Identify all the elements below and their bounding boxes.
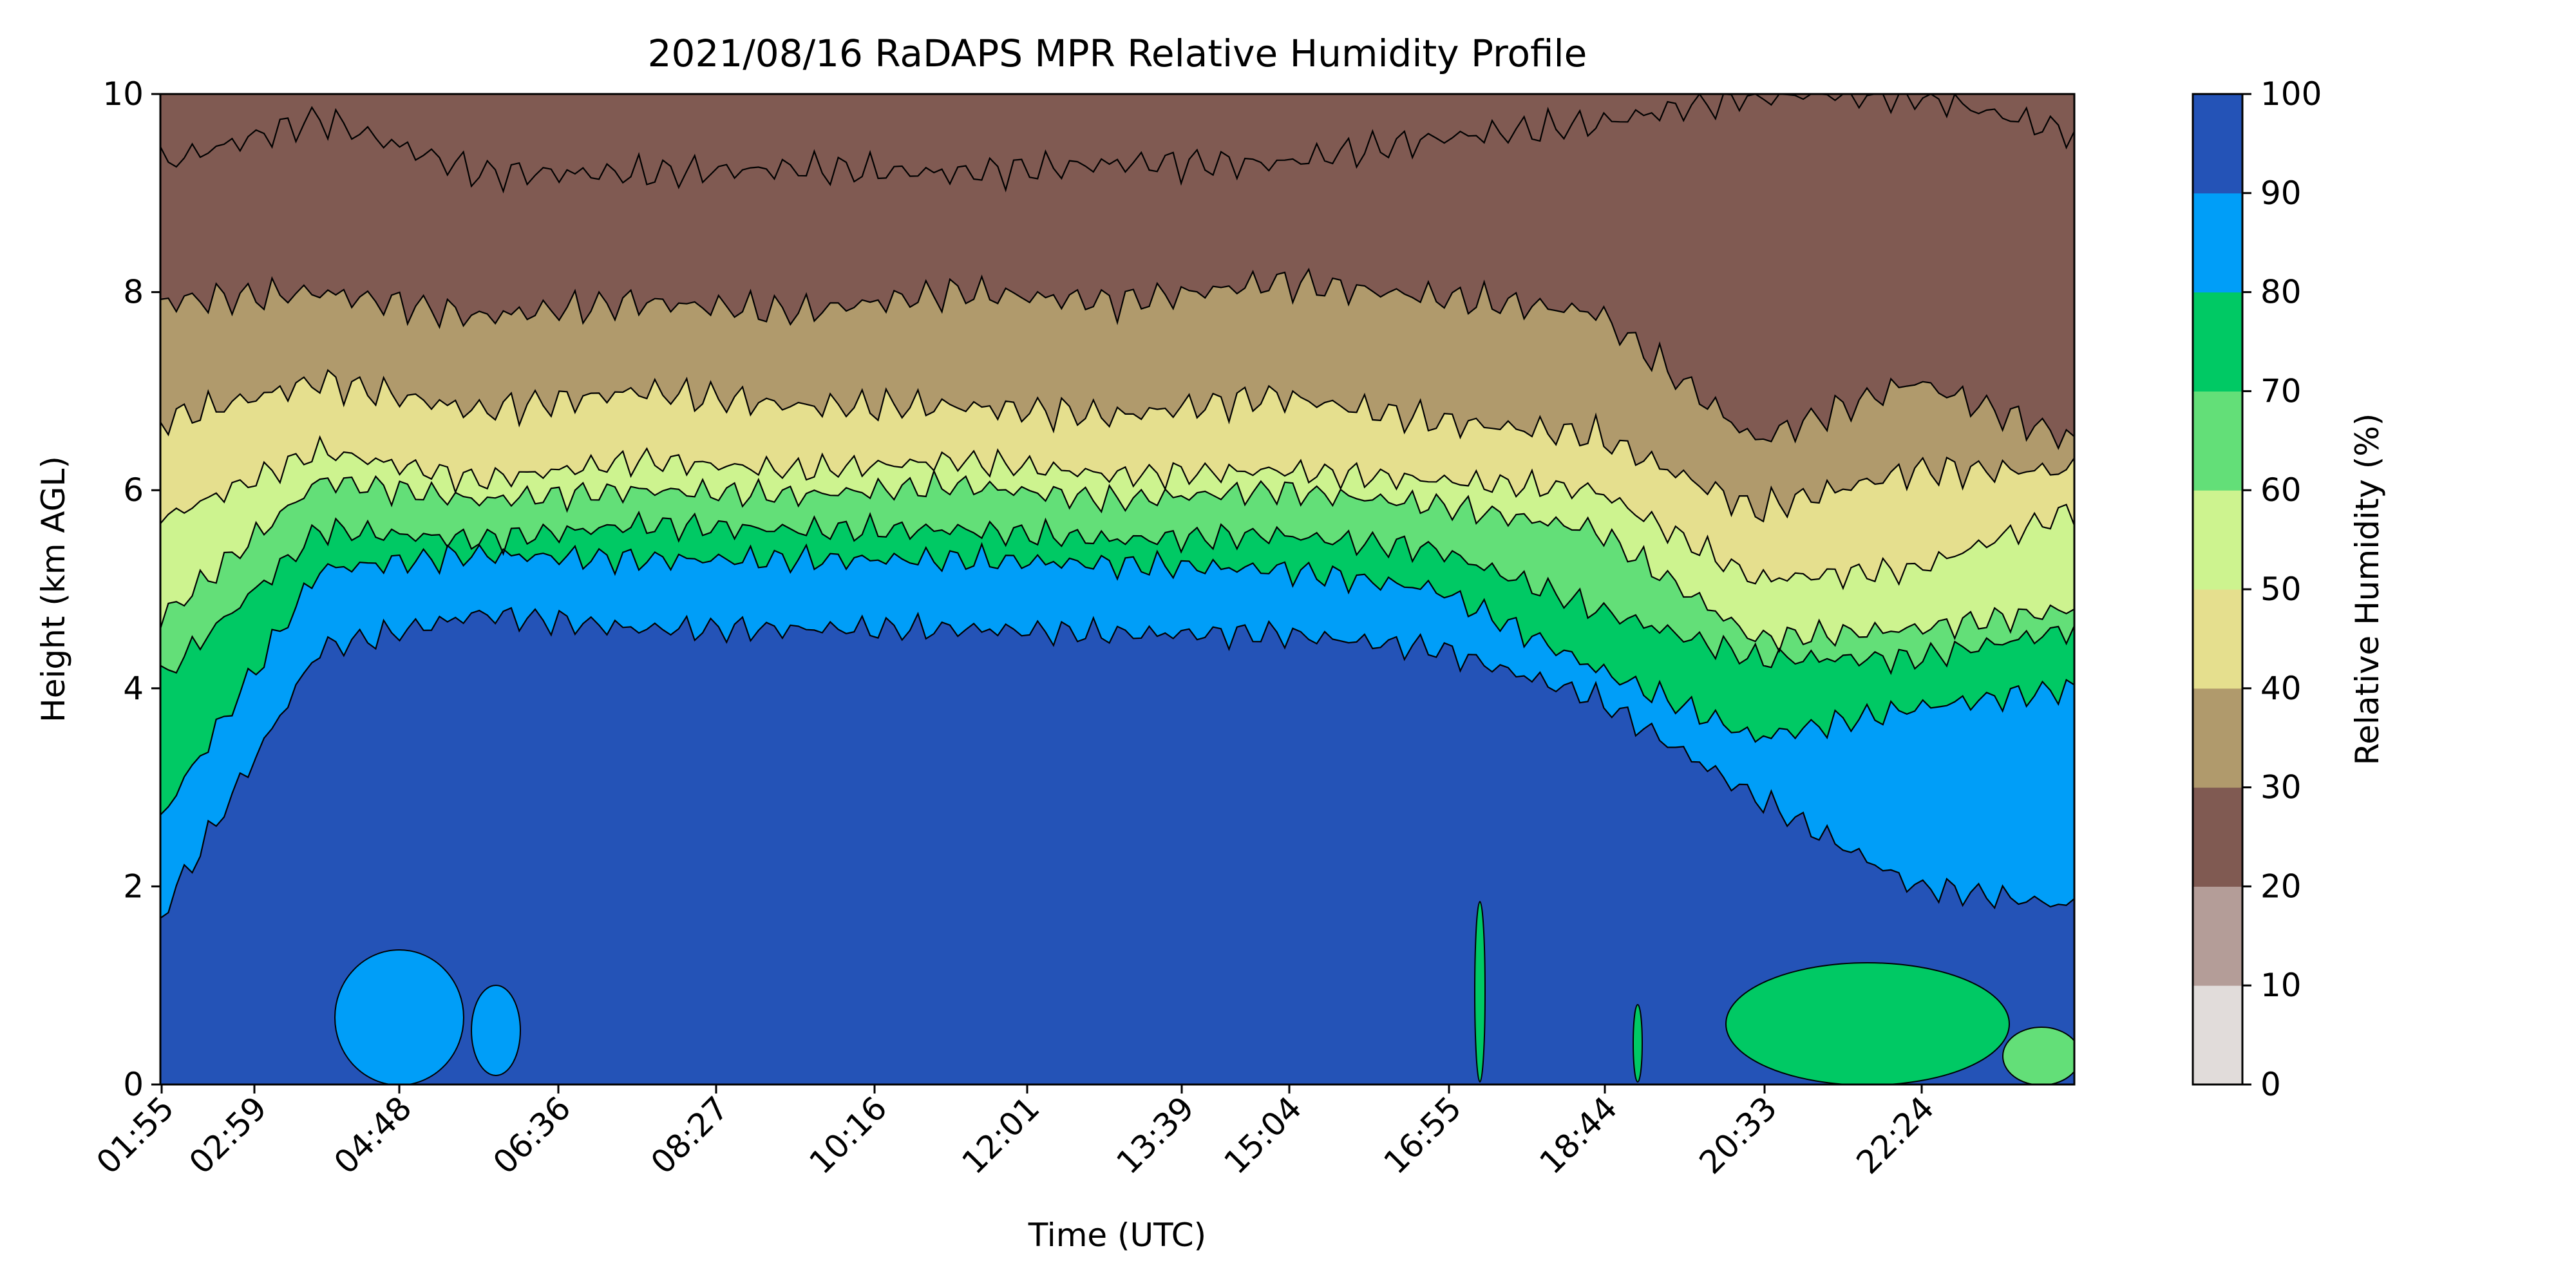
x-tick-label: 16:55: [1377, 1089, 1469, 1181]
y-tick-label: 8: [123, 274, 144, 311]
colorbar-swatch-80-90: [2193, 193, 2242, 293]
colorbar-swatch-0-10: [2193, 985, 2242, 1085]
moist-layer-2200: [1725, 962, 2010, 1084]
x-tick-label: 08:27: [644, 1089, 736, 1181]
colorbar-tick-label: 50: [2260, 571, 2302, 608]
colorbar-tick-label: 60: [2260, 471, 2302, 509]
colorbar-tick-label: 30: [2260, 769, 2302, 806]
plot-area: [160, 94, 2074, 1084]
x-tick-label: 02:59: [182, 1089, 274, 1181]
chart-title: 2021/08/16 RaDAPS MPR Relative Humidity …: [648, 32, 1587, 75]
x-tick-label: 04:48: [327, 1089, 419, 1181]
x-axis-label: Time (UTC): [1028, 1217, 1206, 1254]
contour-line-rh80: [160, 542, 2074, 816]
colorbar-swatch-30-40: [2193, 688, 2242, 788]
colorbar-tick-label: 70: [2260, 372, 2302, 410]
colorbar-label: Relative Humidity (%): [2349, 413, 2386, 766]
x-tick-label: 18:44: [1533, 1089, 1625, 1181]
colorbar-tick-label: 100: [2260, 75, 2322, 113]
moist-pocket-0530: [471, 985, 521, 1076]
contour-line-rh20: [160, 94, 2074, 194]
y-tick-label: 0: [123, 1066, 144, 1103]
contour-line-rh30: [160, 267, 2074, 450]
x-tick-label: 12:01: [955, 1089, 1047, 1181]
x-tick-label: 15:04: [1217, 1089, 1309, 1181]
x-tick-label: 22:24: [1850, 1089, 1942, 1181]
colorbar-swatch-60-70: [2193, 391, 2242, 491]
moist-layer-2350: [2002, 1027, 2074, 1084]
colorbar-tick-label: 80: [2260, 274, 2302, 311]
colorbar-tick-label: 10: [2260, 967, 2302, 1004]
contour-line-rh60: [160, 469, 2074, 654]
rain-streak-1655: [1474, 901, 1486, 1083]
contour-line-rh50: [160, 435, 2074, 591]
colorbar-swatch-90-100: [2193, 94, 2242, 194]
colorbar-tick-label: 0: [2260, 1066, 2281, 1103]
colorbar-tick-label: 20: [2260, 867, 2302, 905]
y-tick-label: 10: [102, 75, 144, 113]
colorbar-swatch-70-80: [2193, 292, 2242, 392]
plot-frame: [159, 93, 2076, 1086]
y-tick-label: 4: [123, 670, 144, 707]
y-tick-label: 6: [123, 471, 144, 509]
colorbar-frame: [2192, 93, 2244, 1086]
contour-line-rh90: [160, 607, 2074, 919]
x-tick-label: 13:39: [1110, 1089, 1202, 1181]
rh-band-90-100: [160, 608, 2074, 1084]
colorbar-tick-label: 40: [2260, 670, 2302, 707]
x-axis: 01:55 02:59 04:48 06:36 08:27 10:16 12:01 13:39…: [90, 1084, 1942, 1181]
y-axis-label: Height (km AGL): [35, 456, 72, 723]
colorbar: 0 10 20 30 40 50 60 70 80 90 100: [2193, 75, 2322, 1103]
x-tick-label: 10:16: [802, 1089, 895, 1181]
contour-line-rh40: [160, 368, 2074, 523]
x-tick-label: 06:36: [486, 1089, 578, 1181]
rain-streak-1844: [1633, 1004, 1643, 1083]
colorbar-swatch-20-30: [2193, 787, 2242, 887]
y-tick-label: 2: [123, 867, 144, 905]
contour-lines: [160, 94, 2074, 919]
colorbar-swatch-40-50: [2193, 589, 2242, 689]
x-tick-label: 20:33: [1692, 1089, 1785, 1181]
colorbar-swatch-50-60: [2193, 490, 2242, 590]
y-axis: 0 2 4 6 8 10: [102, 75, 160, 1103]
moist-pocket-0448: [334, 949, 464, 1084]
colorbar-tick-label: 90: [2260, 175, 2302, 212]
colorbar-swatch-10-20: [2193, 886, 2242, 986]
